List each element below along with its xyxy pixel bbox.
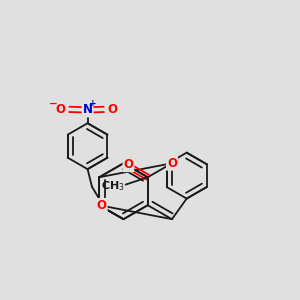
- Text: O: O: [167, 157, 177, 170]
- Text: O: O: [123, 158, 134, 171]
- Text: N: N: [82, 103, 93, 116]
- Text: O: O: [55, 103, 65, 116]
- Text: O: O: [107, 103, 117, 116]
- Text: CH$_3$: CH$_3$: [101, 179, 125, 193]
- Text: −: −: [49, 99, 58, 109]
- Text: O: O: [97, 199, 107, 212]
- Text: +: +: [89, 99, 97, 108]
